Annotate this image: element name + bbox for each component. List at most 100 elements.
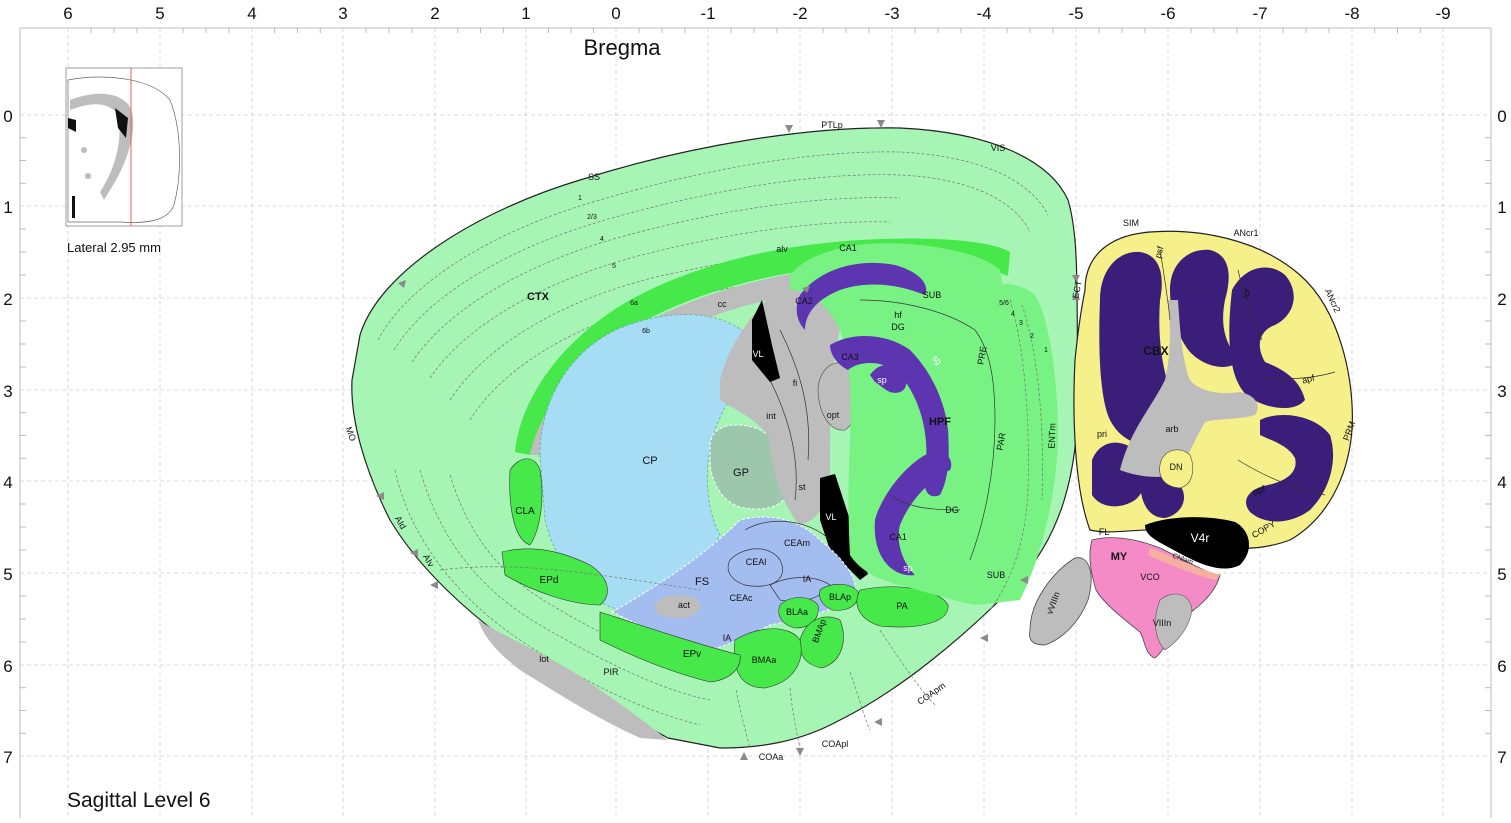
y-tick: 1 xyxy=(1497,198,1506,217)
cerebellum xyxy=(1073,230,1353,569)
y-tick: 7 xyxy=(3,748,12,767)
label-sim: SIM xyxy=(1123,218,1139,228)
label-bmaa: BMAa xyxy=(752,655,777,665)
label-ss: SS xyxy=(588,172,600,182)
label-sp-top: sp xyxy=(877,375,887,385)
dentate-gyrus-ribbon xyxy=(796,262,927,330)
label-pa: PA xyxy=(896,601,907,611)
x-tick: 1 xyxy=(521,4,530,23)
y-tick: 7 xyxy=(1497,748,1506,767)
y-tick: 4 xyxy=(3,473,12,492)
y-tick: 0 xyxy=(1497,107,1506,126)
label-psf: psf xyxy=(1153,245,1166,260)
label-v4r: V4r xyxy=(1191,531,1210,545)
x-tick: -2 xyxy=(792,4,807,23)
label-par: PAR xyxy=(995,431,1008,451)
label-l1: 1 xyxy=(1044,347,1048,354)
x-tick: 5 xyxy=(155,4,164,23)
label-act: act xyxy=(678,600,691,610)
hpf-right-strip xyxy=(975,283,1058,605)
label-blaa: BLAa xyxy=(786,607,808,617)
label-layer23: 2/3 xyxy=(587,214,597,221)
label-ceac: CEAc xyxy=(729,593,753,603)
label-vco: VCO xyxy=(1140,572,1160,582)
label-cla: CLA xyxy=(515,506,535,517)
label-int: int xyxy=(766,411,776,421)
x-tick: -4 xyxy=(976,4,991,23)
label-mo: MO xyxy=(344,425,358,442)
x-tick: -1 xyxy=(700,4,715,23)
label-fl: FL xyxy=(1099,527,1110,537)
label-l2: 2 xyxy=(1030,333,1034,340)
label-ect: ECT xyxy=(1071,279,1084,299)
label-layer4: 4 xyxy=(600,236,604,243)
label-lot: lot xyxy=(539,654,549,664)
label-ia-upper: IA xyxy=(803,574,812,584)
x-tick: -5 xyxy=(1068,4,1083,23)
label-opt: opt xyxy=(827,410,840,420)
label-blap: BLAp xyxy=(829,592,851,602)
lateral-ventricle-upper xyxy=(752,300,780,382)
y-tick: 3 xyxy=(3,382,12,401)
label-hf: hf xyxy=(894,310,902,320)
cerebellum-granular-layer xyxy=(1229,267,1305,409)
region-labels: CTX SS PTLp VIS MO AId AIv ECT ENTm 1 2/… xyxy=(344,120,1358,762)
label-coaa: COAa xyxy=(759,752,784,762)
y-tick: 6 xyxy=(1497,657,1506,676)
label-ppf: ppf xyxy=(1251,483,1267,497)
label-coapl: COApl xyxy=(822,739,849,749)
x-tick: -7 xyxy=(1252,4,1267,23)
ruler-ticks xyxy=(20,28,1491,734)
y-tick: 6 xyxy=(3,657,12,676)
x-tick: 0 xyxy=(611,4,620,23)
label-layer5: 5 xyxy=(612,263,616,270)
label-entm: ENTm xyxy=(1047,423,1058,449)
label-layer6a: 6a xyxy=(630,300,638,307)
label-fs: FS xyxy=(695,576,709,588)
bmap-region xyxy=(799,616,844,669)
label-epv: EPv xyxy=(683,649,701,660)
inset-caption: Lateral 2.95 mm xyxy=(67,240,161,255)
x-tick: -8 xyxy=(1344,4,1359,23)
label-ca1-bottom: CA1 xyxy=(889,532,907,542)
blap-region xyxy=(819,583,859,611)
section-markers xyxy=(376,120,1080,760)
cerebellum-granular-layer xyxy=(1246,415,1334,522)
label-ca3: CA3 xyxy=(841,352,859,362)
cnlam-band xyxy=(1148,548,1220,580)
cerebellum-granular-layer xyxy=(1170,249,1240,367)
label-l4: 4 xyxy=(1011,311,1015,318)
label-l3: 3 xyxy=(1019,320,1023,327)
label-ceam: CEAm xyxy=(784,538,810,548)
vviiin-region xyxy=(1029,557,1092,646)
label-arb: arb xyxy=(1165,424,1178,434)
label-sub-bottom: SUB xyxy=(987,570,1006,580)
dentate-gyrus-ribbon xyxy=(874,451,952,576)
label-gp: GP xyxy=(733,467,749,479)
y-axis-ticks-left: 0 1 2 3 4 5 6 7 xyxy=(3,107,12,767)
x-axis-ticks: 6 5 4 3 2 1 0 -1 -2 -3 -4 -5 -6 -7 -8 -9 xyxy=(63,4,1450,23)
label-cbx: CBX xyxy=(1143,344,1168,358)
label-fi: fi xyxy=(793,378,798,388)
label-my: MY xyxy=(1111,551,1128,563)
label-pir: PIR xyxy=(603,667,619,677)
label-hpf: HPF xyxy=(929,416,951,428)
inset-thumbnail xyxy=(65,67,183,227)
x-tick: 2 xyxy=(430,4,439,23)
label-viiin: VIIIn xyxy=(1153,618,1172,628)
y-tick: 4 xyxy=(1497,473,1506,492)
y-tick: 2 xyxy=(3,290,12,309)
label-dg-bottom: DG xyxy=(945,505,959,515)
hippocampal-formation xyxy=(790,243,1013,605)
label-epd: EPd xyxy=(540,575,559,586)
y-tick: 5 xyxy=(3,565,12,584)
y-tick: 3 xyxy=(1497,382,1506,401)
label-alv: alv xyxy=(776,244,788,254)
viiin-region xyxy=(1155,593,1193,651)
label-dg-top: DG xyxy=(891,322,905,332)
x-tick: 3 xyxy=(338,4,347,23)
label-pri: pri xyxy=(1097,429,1107,439)
epd-region xyxy=(501,548,608,606)
label-layer56: 5/6 xyxy=(999,300,1009,307)
figure-title: Sagittal Level 6 xyxy=(67,789,211,812)
